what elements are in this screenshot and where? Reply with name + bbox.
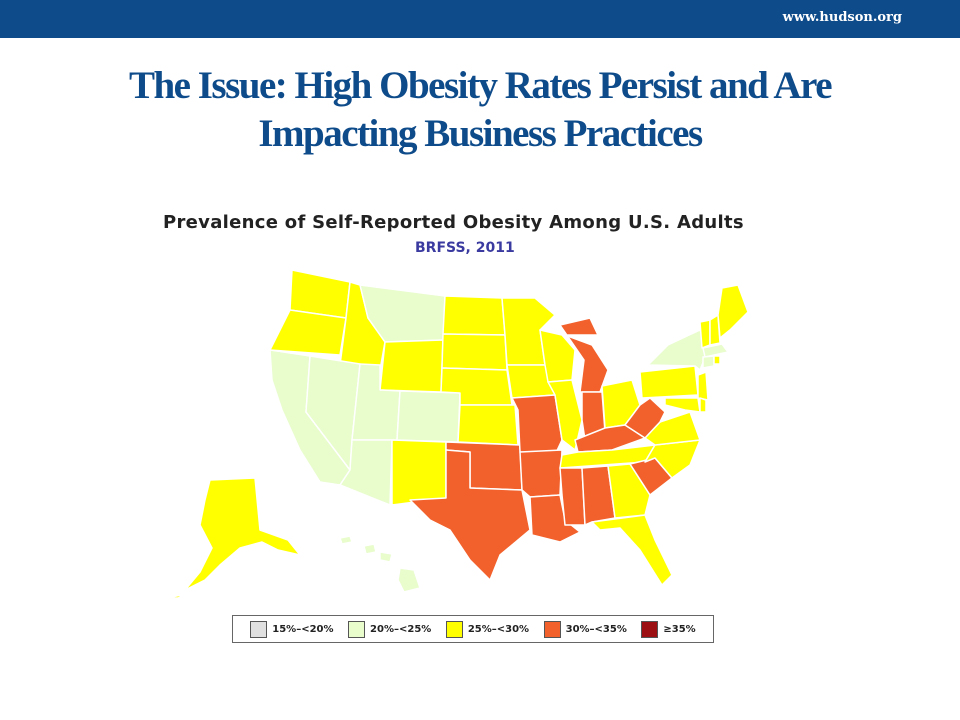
legend-label-25-30: 25%–<30% — [467, 623, 530, 635]
alaska-aleutian-islands — [167, 593, 186, 599]
site-url[interactable]: www.hudson.org — [782, 10, 902, 25]
legend-item-25-30: 25%–<30% — [445, 620, 530, 638]
state-massachusetts — [702, 343, 729, 358]
map-title: Prevalence of Self-Reported Obesity Amon… — [163, 212, 744, 233]
state-west-virginia — [624, 397, 666, 439]
state-florida — [591, 514, 673, 586]
map-subtitle: BRFSS, 2011 — [415, 240, 515, 256]
state-maryland — [664, 397, 701, 413]
legend-swatch-15-20 — [250, 620, 268, 638]
state-south-dakota — [441, 333, 508, 371]
legend-swatch-25-30 — [445, 620, 463, 638]
legend-label-15-20: 15%–<20% — [272, 623, 334, 635]
state-oregon — [269, 309, 347, 356]
legend-label-20-25: 20%–<25% — [370, 623, 432, 635]
state-new-hampshire — [709, 314, 721, 346]
state-delaware — [699, 397, 707, 413]
hawaii-island-1 — [339, 535, 353, 545]
state-maine — [717, 284, 749, 339]
state-new-york — [647, 329, 709, 371]
state-michigan — [559, 317, 609, 393]
map-legend: 15%–<20% 20%–<25% 25%–<30% 30%–<35% ≥35% — [232, 615, 714, 643]
state-louisiana — [529, 494, 581, 543]
state-alaska — [184, 477, 301, 591]
hawaii-island-3 — [379, 551, 393, 563]
state-new-jersey — [697, 371, 709, 401]
state-new-mexico — [391, 439, 447, 506]
state-texas — [409, 449, 531, 581]
state-mississippi — [559, 467, 586, 526]
legend-label-30-35: 30%–<35% — [565, 623, 627, 635]
slide-title-line-2: Impacting Business Practices — [258, 112, 703, 155]
legend-swatch-30-35 — [543, 620, 561, 638]
header-bar: www.hudson.org — [0, 0, 960, 38]
legend-swatch-20-25 — [348, 620, 366, 638]
legend-item-15-20: 15%–<20% — [250, 620, 334, 638]
slide-title-line-1: The Issue: High Obesity Rates Persist an… — [128, 64, 833, 107]
legend-item-20-25: 20%–<25% — [348, 620, 432, 638]
state-arizona — [339, 439, 393, 506]
state-illinois — [547, 379, 583, 451]
state-wyoming — [379, 339, 444, 393]
state-arkansas — [519, 449, 563, 498]
state-kansas — [457, 404, 519, 446]
state-rhode-island — [713, 355, 721, 365]
state-colorado — [396, 390, 461, 443]
state-connecticut — [702, 355, 715, 369]
legend-label-35plus: ≥35% — [663, 623, 696, 635]
state-pennsylvania — [639, 365, 699, 399]
slide-title: The Issue: High Obesity Rates Persist an… — [40, 62, 920, 158]
state-vermont — [699, 319, 711, 349]
legend-item-35plus: ≥35% — [641, 620, 696, 638]
state-north-dakota — [442, 295, 506, 336]
hawaii-island-2 — [363, 543, 377, 555]
hawaii-island-4 — [397, 567, 421, 593]
state-missouri — [511, 394, 563, 456]
legend-swatch-35plus — [641, 620, 659, 638]
legend-item-30-35: 30%–<35% — [543, 620, 627, 638]
state-georgia — [607, 463, 651, 519]
